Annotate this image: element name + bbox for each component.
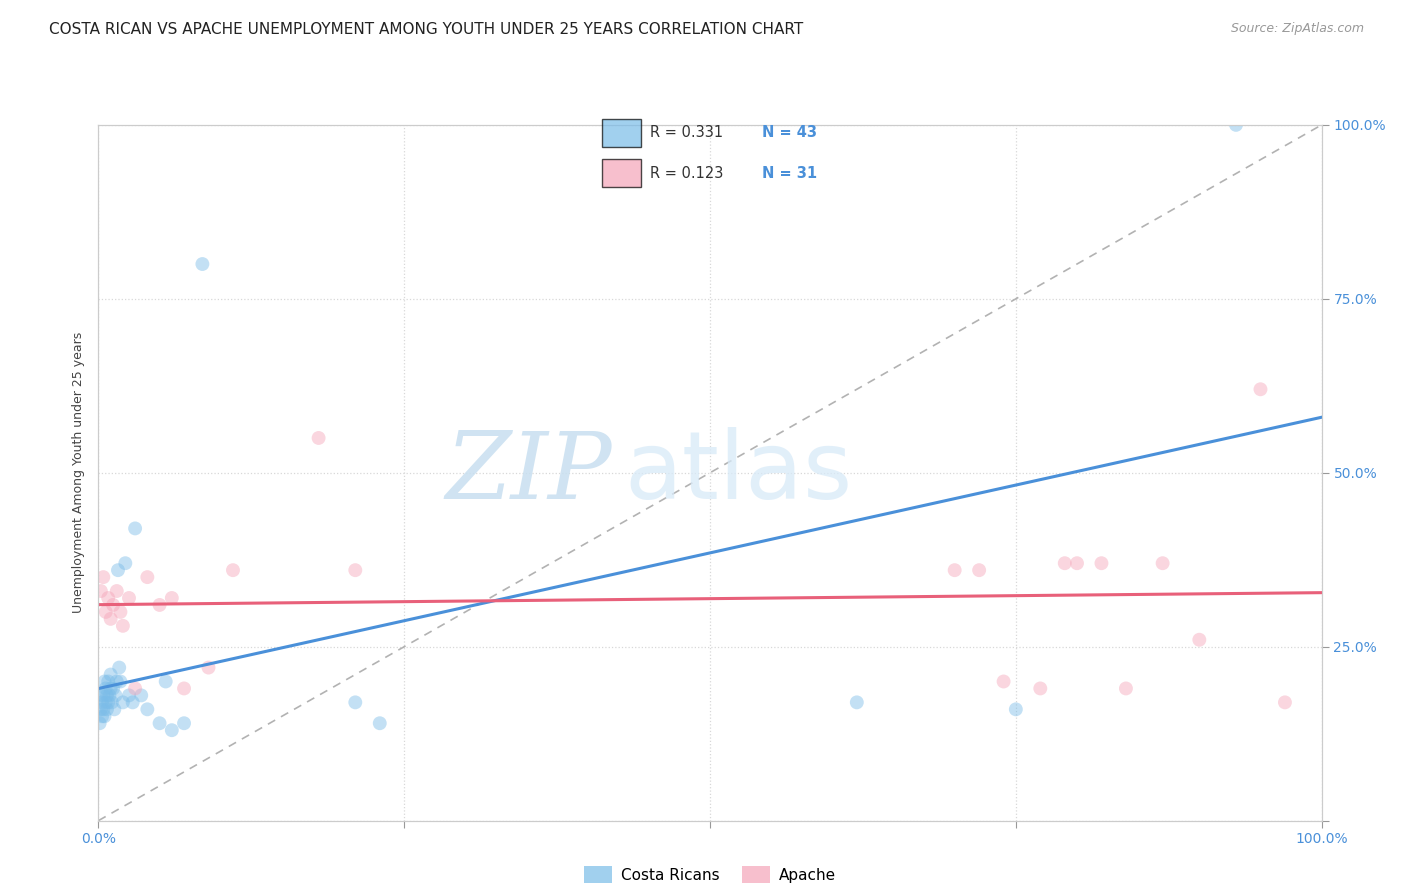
- Point: [90, 689, 112, 703]
- Point: [191, 257, 214, 271]
- Point: [96, 702, 118, 716]
- FancyBboxPatch shape: [602, 119, 641, 147]
- Y-axis label: Unemployment Among Youth under 25 years: Unemployment Among Youth under 25 years: [72, 332, 86, 614]
- Point: [1004, 702, 1026, 716]
- Point: [101, 681, 124, 696]
- Point: [136, 702, 159, 716]
- Point: [94, 681, 117, 696]
- Point: [1053, 556, 1076, 570]
- Point: [173, 681, 195, 696]
- Point: [111, 619, 134, 633]
- Point: [110, 605, 132, 619]
- Point: [91, 702, 114, 716]
- Point: [94, 695, 117, 709]
- Point: [993, 674, 1015, 689]
- Text: atlas: atlas: [624, 426, 852, 519]
- Point: [98, 689, 121, 703]
- Point: [344, 695, 367, 709]
- Point: [149, 716, 172, 731]
- Text: N = 43: N = 43: [762, 126, 817, 140]
- Point: [121, 695, 143, 709]
- Text: ZIP: ZIP: [446, 428, 612, 517]
- Point: [111, 695, 134, 709]
- Point: [118, 591, 141, 605]
- Point: [160, 723, 183, 738]
- Point: [1115, 681, 1137, 696]
- Point: [136, 570, 159, 584]
- Point: [173, 716, 195, 731]
- Point: [222, 563, 245, 577]
- Legend: Costa Ricans, Apache: Costa Ricans, Apache: [578, 860, 842, 889]
- Point: [129, 689, 152, 703]
- Point: [97, 695, 120, 709]
- Point: [1066, 556, 1088, 570]
- Text: COSTA RICAN VS APACHE UNEMPLOYMENT AMONG YOUTH UNDER 25 YEARS CORRELATION CHART: COSTA RICAN VS APACHE UNEMPLOYMENT AMONG…: [49, 22, 803, 37]
- Point: [91, 689, 114, 703]
- Point: [89, 716, 111, 731]
- Point: [160, 591, 183, 605]
- Point: [90, 584, 112, 599]
- Point: [90, 702, 112, 716]
- Point: [105, 674, 128, 689]
- Point: [96, 689, 118, 703]
- Point: [149, 598, 172, 612]
- Point: [103, 702, 125, 716]
- Point: [1249, 382, 1271, 396]
- Point: [967, 563, 990, 577]
- Point: [110, 674, 132, 689]
- Point: [104, 689, 127, 703]
- Point: [91, 709, 114, 723]
- Point: [101, 598, 124, 612]
- Point: [91, 570, 114, 584]
- Point: [97, 591, 120, 605]
- Point: [344, 563, 367, 577]
- Point: [1188, 632, 1211, 647]
- Point: [100, 612, 122, 626]
- Point: [100, 667, 122, 681]
- Point: [91, 695, 114, 709]
- FancyBboxPatch shape: [602, 159, 641, 187]
- Text: R = 0.331: R = 0.331: [650, 126, 723, 140]
- Point: [368, 716, 391, 731]
- Point: [197, 660, 219, 674]
- Point: [943, 563, 966, 577]
- Point: [1152, 556, 1174, 570]
- Point: [108, 660, 131, 674]
- Text: N = 31: N = 31: [762, 166, 817, 180]
- Point: [155, 674, 177, 689]
- Point: [114, 556, 136, 570]
- Point: [1090, 556, 1112, 570]
- Point: [93, 709, 115, 723]
- Text: Source: ZipAtlas.com: Source: ZipAtlas.com: [1230, 22, 1364, 36]
- Point: [124, 521, 146, 535]
- Point: [308, 431, 330, 445]
- Point: [1225, 118, 1247, 132]
- Point: [97, 674, 120, 689]
- Point: [118, 689, 141, 703]
- Point: [1274, 695, 1296, 709]
- Point: [124, 681, 146, 696]
- Point: [105, 584, 128, 599]
- Point: [1029, 681, 1052, 696]
- Point: [107, 563, 129, 577]
- Point: [100, 681, 122, 696]
- Point: [101, 695, 124, 709]
- Point: [845, 695, 868, 709]
- Text: R = 0.123: R = 0.123: [650, 166, 723, 180]
- Point: [94, 605, 117, 619]
- Point: [93, 674, 115, 689]
